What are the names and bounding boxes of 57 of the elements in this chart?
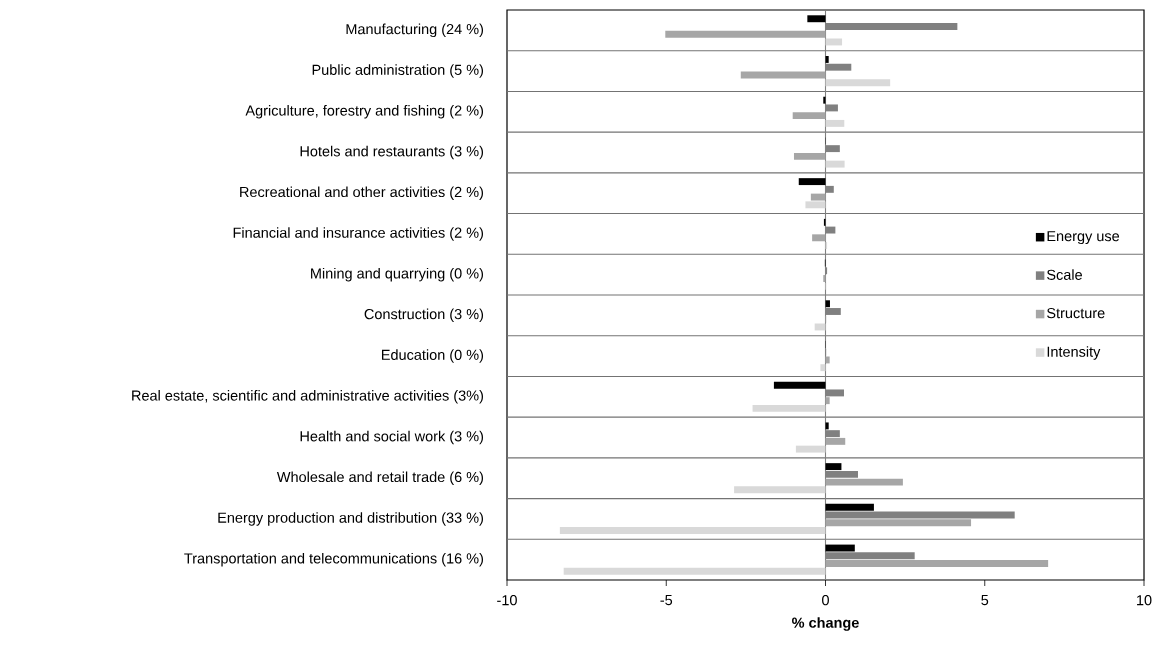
bar: [812, 234, 826, 242]
y-tick-label: Education (0 %): [381, 349, 484, 363]
y-tick-label: Health and social work (3 %): [300, 430, 484, 445]
bar: [810, 193, 826, 201]
bar: [752, 404, 826, 412]
bar: [825, 503, 874, 511]
y-tick-label: Construction (3 %): [364, 308, 484, 323]
bar: [825, 300, 830, 308]
bar: [825, 478, 903, 486]
bar: [825, 422, 829, 430]
bar: [773, 381, 826, 389]
bar: [825, 463, 842, 471]
bar: [825, 356, 830, 364]
bar: [823, 96, 826, 104]
bar: [807, 15, 826, 23]
y-tick-label: Transportation and telecommunications (16 %): [184, 552, 484, 567]
bar: [792, 112, 826, 120]
y-tick-label: Recreational and other activities (2 %): [240, 186, 484, 200]
bar: [740, 71, 826, 79]
legend-label: Energy use: [1047, 231, 1120, 245]
bar: [795, 445, 826, 453]
y-tick-label: Hotels and restaurants (3 %): [300, 145, 484, 160]
legend-label: Intensity: [1047, 346, 1101, 360]
y-tick-label: Wholesale and retail trade (6 %): [276, 471, 484, 485]
bar: [665, 30, 826, 38]
y-tick-label: Energy production and distribution (33 %): [218, 512, 484, 526]
bar: [825, 119, 845, 127]
bar: [823, 275, 826, 282]
y-tick-label: Agriculture, forestry and fishing (2 %): [245, 105, 484, 119]
y-tick-label: Real estate, scientific and administrative activities (3%): [132, 390, 484, 404]
x-tick-label: -10: [497, 595, 517, 606]
bar: [825, 437, 846, 445]
y-tick-label: Manufacturing (24 %): [346, 23, 484, 38]
x-tick-label: 5: [981, 595, 989, 606]
bar: [825, 519, 972, 527]
y-tick-label: Mining and quarrying (0 %): [311, 267, 484, 282]
bar: [825, 397, 830, 405]
bar: [798, 178, 826, 186]
bar: [820, 364, 826, 372]
legend-label: Scale: [1047, 269, 1082, 280]
x-tick-label: 0: [822, 595, 829, 606]
bar: [563, 567, 826, 575]
bar: [734, 486, 826, 494]
x-tick-label: -5: [660, 595, 673, 606]
bar: [825, 79, 891, 87]
bar: [825, 560, 1049, 567]
bar: [825, 544, 855, 552]
x-tick-label: 10: [1137, 595, 1152, 606]
bar: [559, 527, 826, 534]
bar: [793, 152, 826, 160]
bar: [805, 201, 826, 209]
bar: [825, 160, 845, 168]
x-axis-title: % change: [792, 617, 859, 631]
legend-label: Structure: [1047, 307, 1105, 319]
y-tick-label: Financial and insurance activities (2 %): [233, 227, 484, 241]
bar: [825, 56, 829, 63]
y-tick-label: Public administration (5 %): [312, 64, 484, 78]
